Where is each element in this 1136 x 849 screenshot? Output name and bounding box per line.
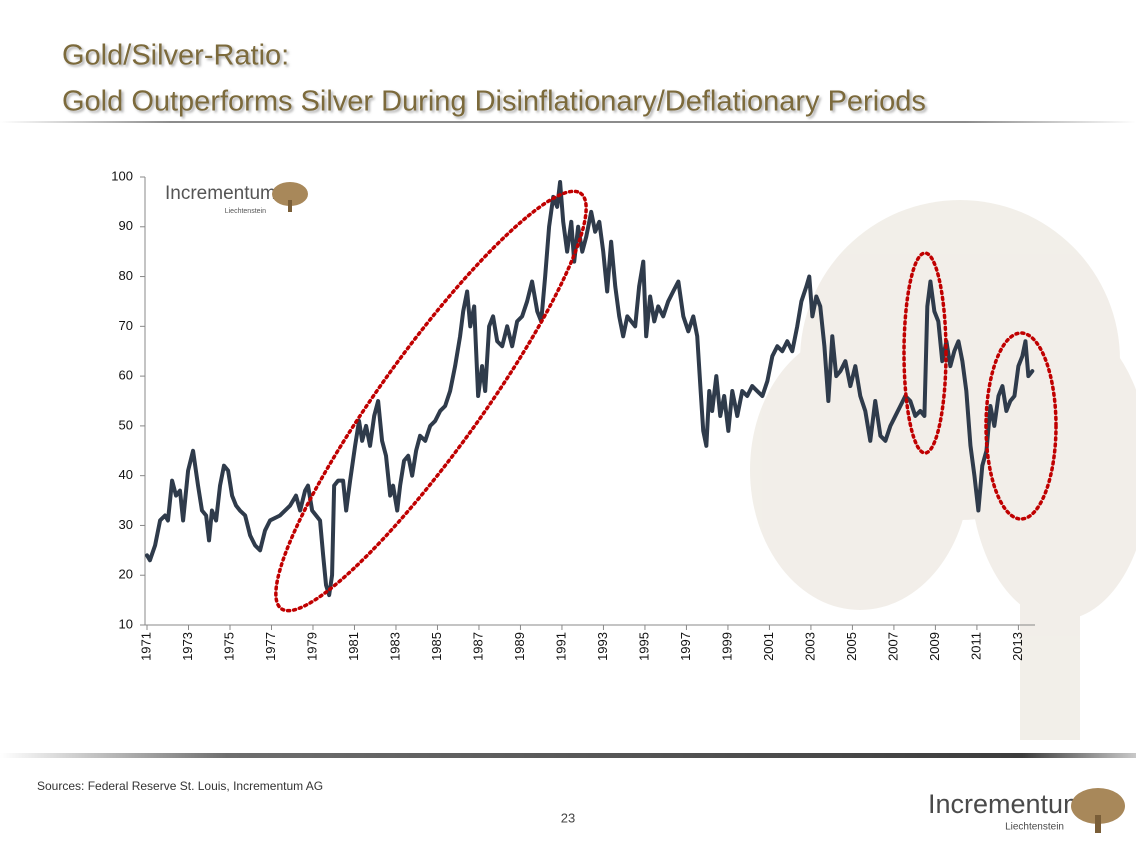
x-tick-label: 1987: [470, 632, 485, 661]
x-tick-label: 1983: [387, 632, 402, 661]
y-tick-label: 50: [119, 417, 133, 432]
x-tick-label: 1975: [221, 632, 236, 661]
x-tick-label: 2009: [927, 632, 942, 661]
ratio-line: [145, 179, 1035, 598]
y-tick-label: 60: [119, 368, 133, 383]
x-tick-label: 2013: [1010, 632, 1025, 661]
x-tick-label: 1985: [429, 632, 444, 661]
x-tick-label: 1989: [512, 632, 527, 661]
x-tick-label: 1999: [719, 632, 734, 661]
page-number: 23: [561, 810, 575, 825]
y-tick-label: 100: [111, 168, 133, 183]
x-tick-label: 2011: [968, 632, 983, 660]
x-tick-label: 2001: [761, 632, 776, 661]
x-tick-label: 1991: [553, 632, 568, 661]
x-tick-label: 1981: [346, 632, 361, 661]
background-tree: [750, 200, 1136, 740]
chart-logo: Incrementum Liechtenstein: [165, 182, 308, 215]
logo-name: Incrementum: [165, 183, 276, 204]
y-tick-label: 70: [119, 318, 133, 333]
x-tick-label: 1979: [304, 632, 319, 661]
y-tick-label: 90: [119, 218, 133, 233]
slide-title: Gold Outperforms Silver During Disinflat…: [62, 86, 926, 118]
highlight-ellipse: [984, 331, 1058, 521]
x-tick-label: 2003: [802, 632, 817, 661]
annotations: [274, 189, 1058, 613]
x-tick-label: 1971: [138, 632, 153, 661]
source-note: Sources: Federal Reserve St. Louis, Incr…: [37, 779, 323, 793]
x-tick-label: 1973: [180, 632, 195, 661]
logo-name: Incrementum: [928, 789, 1086, 819]
y-tick-label: 20: [119, 567, 133, 582]
footer-bar: [0, 753, 1136, 758]
highlight-ellipse: [902, 251, 948, 455]
slide-title: Gold/Silver-Ratio:: [62, 40, 289, 72]
x-tick-label: 1995: [636, 632, 651, 661]
x-tick-label: 1993: [595, 632, 610, 661]
y-tick-label: 80: [119, 268, 133, 283]
y-tick-label: 30: [119, 517, 133, 532]
logo-subtitle: Liechtenstein: [225, 208, 266, 215]
y-tick-label: 40: [119, 467, 133, 482]
x-tick-label: 2007: [885, 632, 900, 661]
logo-subtitle: Liechtenstein: [1005, 822, 1064, 833]
title-rule: [0, 121, 1136, 123]
x-tick-label: 2005: [844, 632, 859, 661]
highlight-ellipse: [274, 189, 588, 613]
x-tick-label: 1997: [678, 632, 693, 661]
x-tick-label: 1977: [263, 632, 278, 661]
plot: 10 20 30 40 50 60 70 80 90 100 1971 1973 1975 1977 197…: [111, 168, 1035, 661]
y-tick-label: 10: [119, 616, 133, 631]
footer-logo: Incrementum Liechtenstein: [928, 788, 1125, 833]
